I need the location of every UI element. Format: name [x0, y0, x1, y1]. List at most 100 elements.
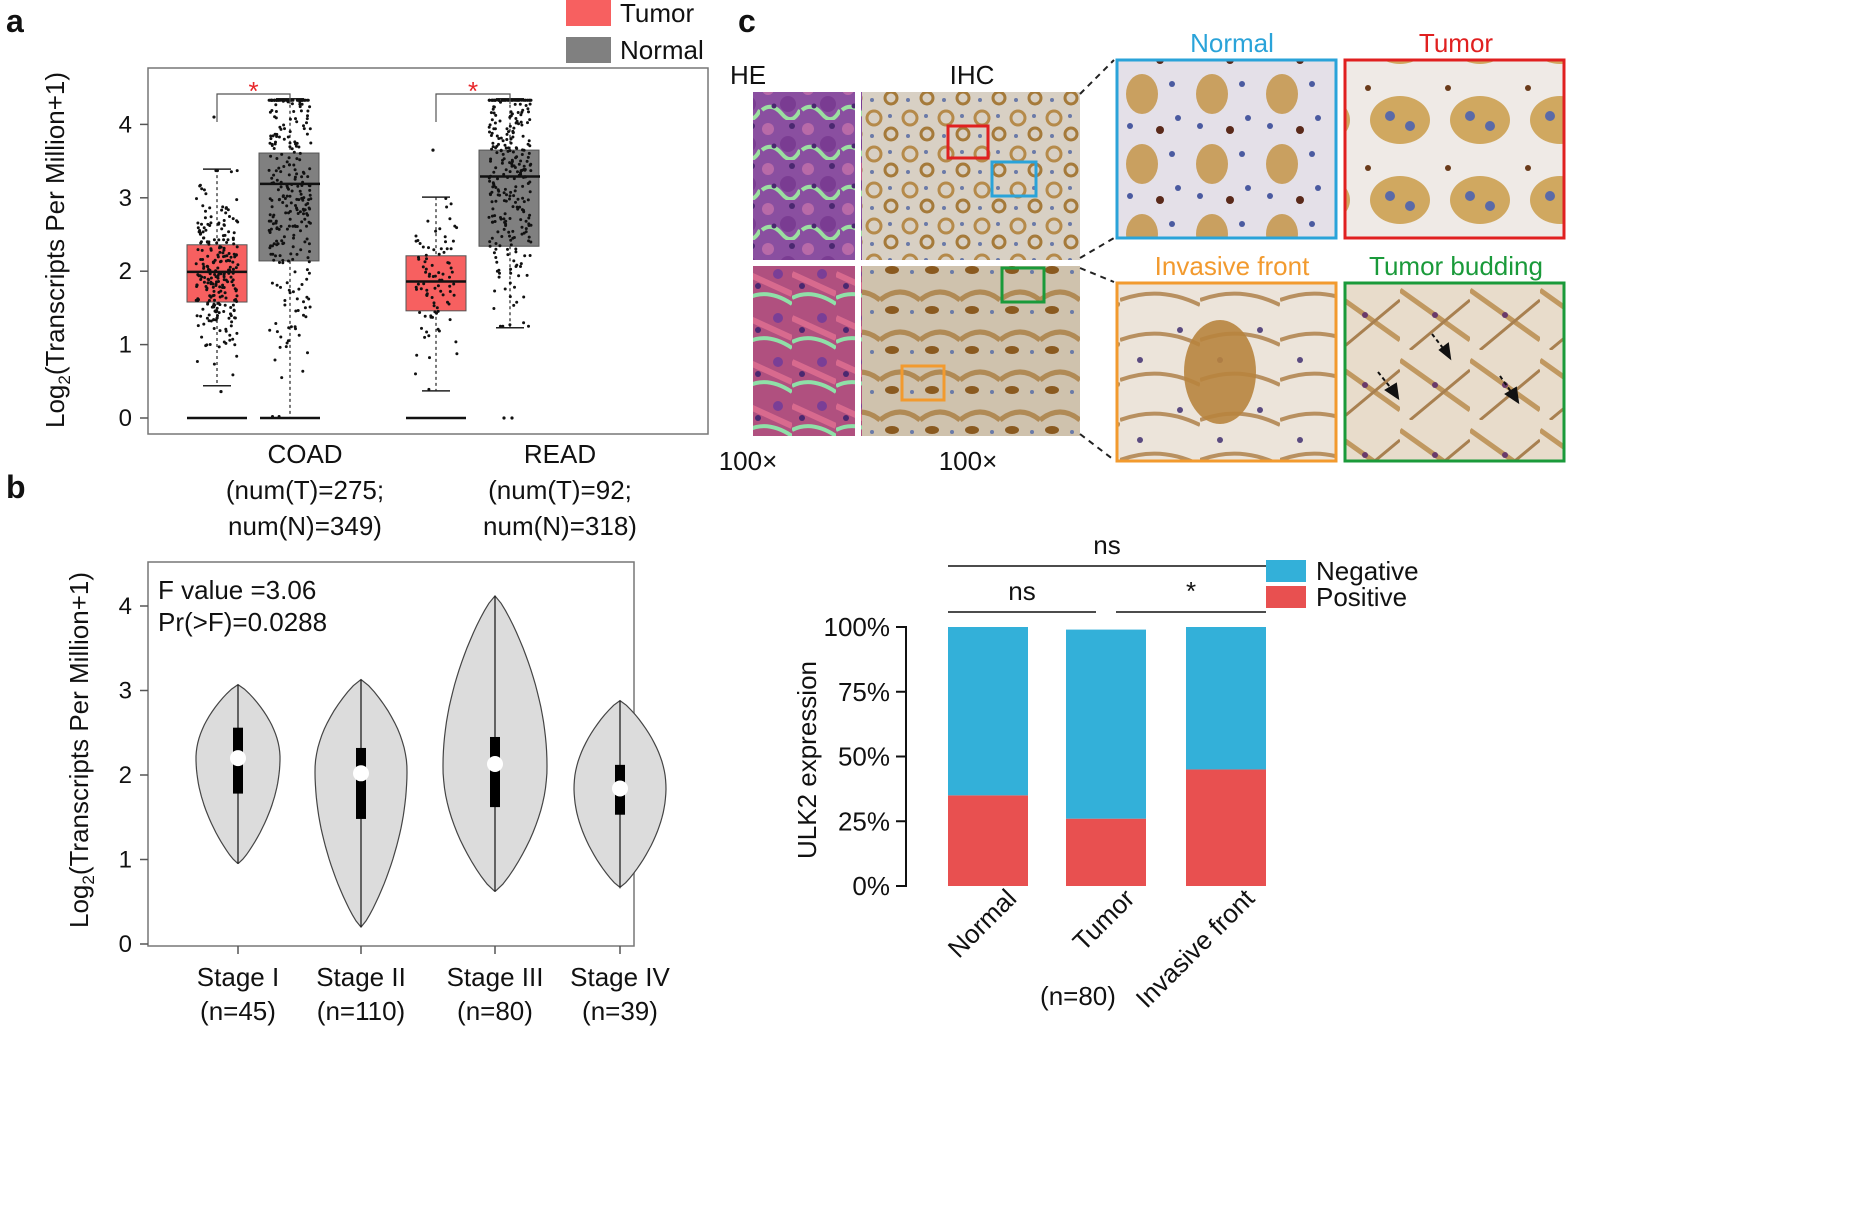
legend-label-positive: Positive: [1316, 582, 1407, 612]
data-point: [214, 284, 218, 287]
data-point: [289, 252, 293, 256]
data-point: [295, 252, 299, 256]
data-point: [195, 360, 199, 363]
data-point: [213, 298, 216, 302]
zoom-label-normal: Normal: [1190, 28, 1274, 58]
data-point: [271, 134, 275, 138]
data-point: [211, 260, 215, 264]
invasive-cell-cluster: [1184, 320, 1256, 424]
data-point: [416, 282, 420, 286]
data-point: [283, 197, 287, 200]
data-point: [448, 284, 452, 288]
data-point: [505, 138, 509, 141]
data-point: [204, 228, 208, 232]
data-point: [233, 343, 237, 347]
data-point: [216, 314, 219, 318]
data-point: [423, 314, 427, 318]
data-point: [307, 242, 311, 246]
data-point: [224, 206, 228, 210]
data-point: [297, 198, 301, 202]
data-point: [522, 164, 526, 168]
bar-negative-invasive-front: [1186, 627, 1266, 770]
data-point: [222, 219, 226, 222]
panel-letter-a: a: [6, 3, 24, 39]
data-point: [520, 232, 524, 236]
data-point: [508, 149, 512, 153]
x-tick-label-c: Normal: [942, 883, 1022, 963]
micrograph-panel: HE IHC 100× 100× Normal Tumor Invasive f…: [719, 28, 1566, 476]
data-point: [508, 295, 512, 299]
data-point: [272, 173, 276, 177]
data-point: [207, 313, 211, 317]
data-point: [307, 260, 311, 264]
data-point: [217, 222, 220, 226]
x-tick-label-n: (n=80): [457, 996, 533, 1026]
data-point: [427, 387, 431, 391]
data-point: [446, 261, 450, 265]
data-point: [302, 300, 305, 304]
anova-p-value: Pr(>F)=0.0288: [158, 607, 327, 637]
data-point: [489, 134, 493, 137]
ihc-image-top: [862, 92, 1080, 260]
x-tick-label-stage: Stage III: [447, 962, 544, 992]
data-point: [428, 356, 431, 360]
data-point: [203, 276, 207, 279]
data-point: [509, 137, 513, 141]
data-point: [298, 210, 302, 214]
data-point: [508, 217, 512, 220]
data-point: [299, 248, 303, 252]
data-point: [452, 282, 456, 286]
y-axis-a: 0 1 2 3 4: [119, 111, 148, 432]
data-point: [509, 238, 513, 242]
roi-tumor-box: [946, 124, 990, 160]
data-point: [275, 283, 279, 287]
data-point: [504, 146, 508, 150]
data-point: [518, 102, 522, 106]
data-point: [300, 98, 304, 102]
data-point: [288, 117, 292, 121]
data-point: [309, 141, 313, 145]
data-point: [224, 329, 228, 333]
y-tick-label-b: 0: [119, 931, 132, 958]
data-point: [302, 124, 305, 128]
data-point: [445, 205, 449, 209]
data-point: [287, 163, 291, 167]
data-point: [489, 193, 492, 197]
data-point: [213, 273, 217, 276]
data-point: [514, 250, 518, 254]
data-point: [519, 159, 523, 163]
data-point: [226, 208, 230, 212]
data-point: [299, 109, 303, 113]
significance-star: *: [248, 76, 258, 106]
data-point: [269, 134, 273, 138]
data-point: [502, 227, 506, 231]
significance-a: * *: [216, 76, 511, 122]
data-point: [427, 334, 431, 338]
data-point: [490, 190, 494, 194]
data-point: [493, 220, 497, 223]
data-point: [414, 285, 418, 289]
data-point: [499, 149, 503, 153]
data-point: [224, 211, 228, 215]
data-point: [284, 345, 288, 349]
data-point: [515, 263, 519, 267]
panel-letter-c: c: [738, 3, 756, 39]
data-point: [516, 207, 520, 211]
data-point: [285, 281, 289, 285]
data-point: [229, 314, 233, 318]
he-image-top-fill: [753, 92, 857, 260]
data-point: [215, 306, 219, 310]
data-point: [529, 169, 533, 173]
data-point: [529, 98, 533, 102]
stacked-bar-panel: 0% 25% 50% 75% 100% ns ns * Normal TumorInvasiv…: [792, 530, 1419, 1014]
data-point: [528, 144, 532, 148]
roi-normal-box: [990, 160, 1038, 198]
violin-median-dot: [612, 780, 628, 797]
zero-point: [510, 416, 514, 420]
data-point: [490, 118, 494, 122]
data-point: [430, 263, 434, 267]
data-point: [492, 111, 496, 115]
data-point: [522, 208, 525, 212]
data-point: [200, 222, 203, 226]
data-point: [292, 233, 296, 237]
